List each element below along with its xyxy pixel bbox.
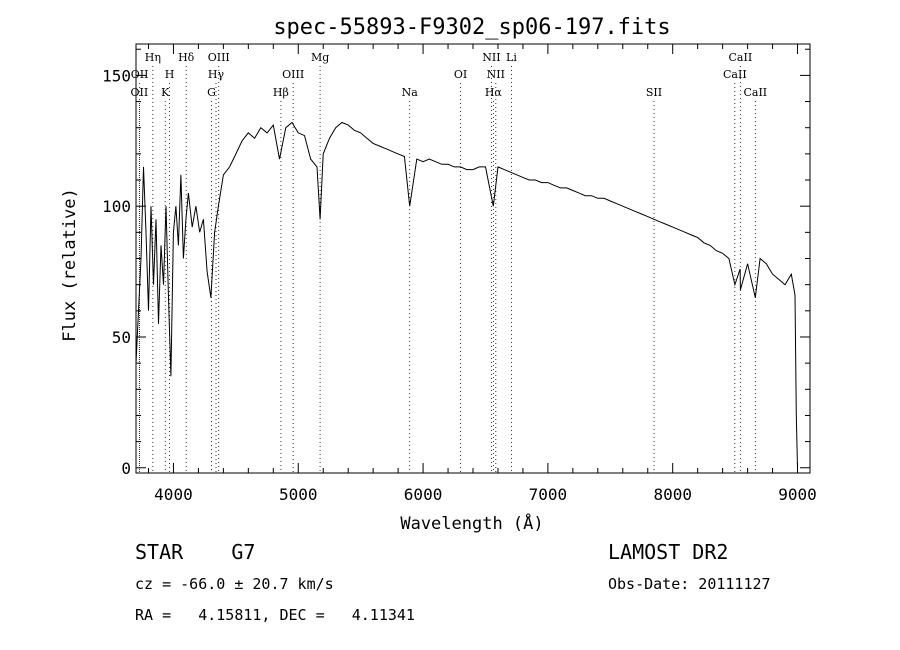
line-marker-label: H: [165, 68, 175, 81]
spectrum-group: [135, 121, 798, 468]
y-tick-label: 150: [102, 66, 131, 85]
line-marker-label: OIII: [208, 51, 230, 64]
line-marker-label: Hα: [485, 86, 503, 99]
line-marker-label: OI: [454, 68, 467, 81]
line-marker-group: OII OII Hη HK Hδ OIII Hγ G Hβ OIII Mg Na OI NII NII Hα L…: [131, 51, 767, 473]
object-class-line: STAR G7: [135, 540, 255, 564]
x-tick-label: 7000: [529, 485, 568, 504]
x-tick-label: 6000: [404, 485, 443, 504]
plot-frame: [135, 43, 811, 474]
coordinates-text: RA = 4.15811, DEC = 4.11341: [135, 606, 415, 624]
object-subclass: G7: [231, 540, 256, 564]
line-marker-label: Na: [402, 86, 419, 99]
line-marker-label: OII: [131, 68, 149, 81]
object-type: STAR: [135, 540, 184, 564]
line-marker-label: CaII: [729, 51, 753, 64]
chart-title: spec-55893-F9302_sp06-197.fits: [273, 15, 670, 40]
survey-name: LAMOST DR2: [608, 540, 729, 564]
line-marker-label: NII: [487, 68, 505, 81]
line-marker-label: K: [161, 86, 170, 99]
line-marker-label: CaII: [723, 68, 747, 81]
x-axis-label: Wavelength (Å): [400, 512, 543, 534]
line-marker-label: Hη: [145, 51, 161, 64]
line-marker-label: Hγ: [208, 68, 225, 81]
line-marker-label: CaII: [743, 86, 767, 99]
redshift-text: cz = -66.0 ± 20.7 km/s: [135, 575, 334, 593]
line-marker-label: OIII: [282, 68, 304, 81]
x-tick-label: 8000: [653, 485, 692, 504]
y-tick-label: 0: [121, 459, 131, 478]
line-marker-label: Hδ: [178, 51, 195, 64]
y-tick-label: 100: [102, 197, 131, 216]
x-tick-label: 5000: [279, 485, 318, 504]
line-marker-label: NII: [482, 51, 500, 64]
observation-date: Obs-Date: 20111127: [608, 575, 771, 593]
y-tick-label: 50: [112, 328, 131, 347]
line-marker-label: G: [207, 86, 216, 99]
y-axis-label: Flux (relative): [60, 188, 80, 342]
axis-ticks: 4000 5000 6000 7000 8000 9000 0 50 100 150: [102, 44, 817, 504]
line-marker-label: Hβ: [273, 86, 289, 99]
x-tick-label: 9000: [778, 485, 817, 504]
line-marker-label: OII: [131, 86, 149, 99]
line-marker-label: Li: [506, 51, 517, 64]
spectrum-line: [135, 121, 798, 468]
x-tick-label: 4000: [154, 485, 193, 504]
line-marker-label: Mg: [311, 51, 329, 64]
line-marker-label: SII: [646, 86, 662, 99]
